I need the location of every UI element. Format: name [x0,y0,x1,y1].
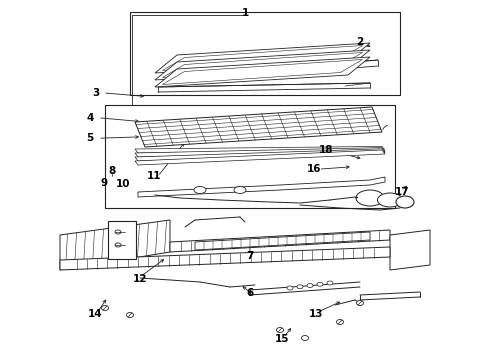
Text: 5: 5 [86,133,93,143]
Ellipse shape [356,190,384,206]
Ellipse shape [357,301,364,306]
Bar [108,221,136,259]
Ellipse shape [287,286,293,290]
Text: 10: 10 [116,179,131,189]
Polygon shape [163,59,363,85]
Text: 14: 14 [88,309,103,319]
Text: 9: 9 [100,178,107,188]
Text: 1: 1 [242,8,248,18]
Text: 12: 12 [132,274,147,284]
Text: 6: 6 [246,288,253,298]
Text: 3: 3 [92,88,99,98]
Polygon shape [195,232,370,250]
Ellipse shape [234,186,246,194]
Polygon shape [135,107,382,147]
Text: 16: 16 [306,164,321,174]
Polygon shape [163,45,363,71]
Polygon shape [390,230,430,270]
Ellipse shape [115,243,121,247]
Text: 7: 7 [246,251,254,261]
Text: 18: 18 [318,145,333,156]
Text: 2: 2 [357,37,364,48]
Polygon shape [135,148,385,157]
Ellipse shape [377,193,402,207]
Polygon shape [170,230,390,252]
Text: 17: 17 [394,186,409,197]
Ellipse shape [276,328,284,333]
Polygon shape [163,53,363,77]
Text: 13: 13 [309,309,323,319]
Ellipse shape [307,284,313,288]
Polygon shape [155,43,370,73]
Text: 4: 4 [87,113,95,123]
Polygon shape [155,50,370,80]
Polygon shape [135,149,385,161]
Text: 8: 8 [108,166,115,176]
Polygon shape [105,105,395,208]
Polygon shape [155,57,370,87]
Polygon shape [138,177,385,197]
Ellipse shape [396,196,414,208]
Ellipse shape [115,230,121,234]
Ellipse shape [101,306,108,310]
Text: 15: 15 [274,334,289,344]
Text: 11: 11 [147,171,162,181]
Polygon shape [135,150,385,165]
Ellipse shape [327,281,333,285]
Ellipse shape [126,312,133,318]
Polygon shape [60,220,170,270]
Polygon shape [130,12,400,95]
Ellipse shape [301,336,309,341]
Ellipse shape [297,285,303,289]
Ellipse shape [337,320,343,324]
Ellipse shape [317,282,323,286]
Ellipse shape [194,186,206,194]
Polygon shape [60,247,390,270]
Polygon shape [135,147,385,153]
